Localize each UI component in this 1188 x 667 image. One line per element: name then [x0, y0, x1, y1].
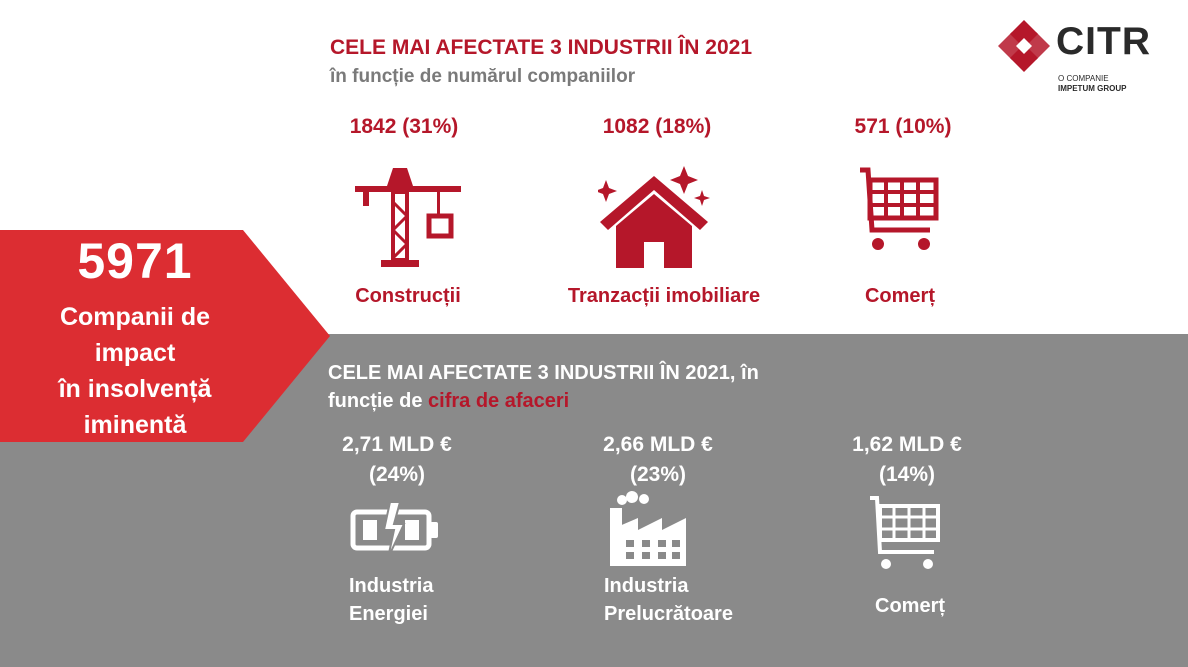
energy-value: 2,71 MLD € (24%) — [342, 433, 452, 486]
bottom-section-title: CELE MAI AFECTATE 3 INDUSTRII ÎN 2021, î… — [328, 362, 759, 412]
factory-icon — [610, 491, 686, 566]
real-estate-value: 1082 (18%) — [602, 115, 712, 138]
manufacturing-value: 2,66 MLD € (23%) — [603, 433, 713, 486]
impact-count: 5971 — [77, 233, 193, 289]
cart-icon — [860, 167, 939, 250]
commerce-revenue-label: Comerț — [875, 595, 946, 617]
logo-text: CITR — [1056, 20, 1151, 63]
construction-value: 1842 (31%) — [349, 115, 459, 138]
manufacturing-label: Industria Prelucrătoare — [604, 575, 733, 625]
cart-icon — [870, 496, 940, 569]
commerce-value: 571 (10%) — [854, 115, 952, 138]
commerce-label: Comerț — [864, 285, 935, 307]
crane-icon — [355, 168, 461, 267]
real-estate-label: Tranzacții imobiliare — [567, 285, 761, 307]
logo-subtitle: O COMPANIE — [1058, 74, 1109, 83]
top-section-subtitle: în funcție de numărul companiilor — [330, 66, 636, 87]
logo-group: IMPETUM GROUP — [1058, 84, 1127, 93]
commerce-revenue-value: 1,62 MLD € (14%) — [852, 433, 962, 486]
energy-label: Industria Energiei — [349, 575, 434, 625]
battery-icon — [350, 501, 438, 559]
top-section-title: CELE MAI AFECTATE 3 INDUSTRII ÎN 2021 — [330, 36, 752, 59]
house-icon — [598, 166, 710, 268]
citr-logo-icon — [998, 20, 1050, 72]
impact-banner-arrow — [0, 230, 330, 442]
construction-label: Construcții — [355, 285, 461, 307]
title-highlight: cifra de afaceri — [428, 390, 570, 412]
impact-label: Companii de impact în insolvență iminent… — [58, 303, 212, 439]
